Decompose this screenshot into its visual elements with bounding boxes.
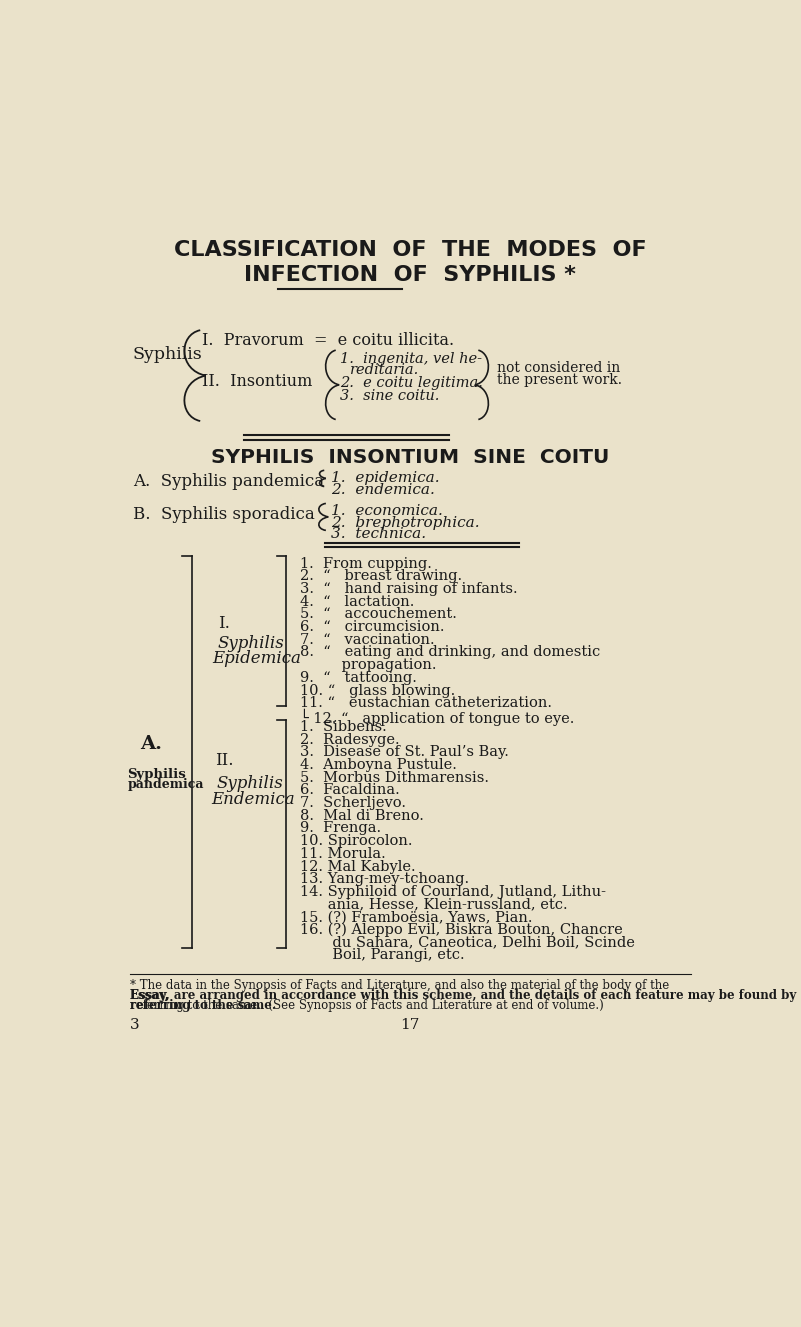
Text: 6.  “   circumcision.: 6. “ circumcision. (300, 620, 445, 634)
Text: 7.  “   vaccination.: 7. “ vaccination. (300, 633, 435, 646)
Text: 14. Syphiloid of Courland, Jutland, Lithu-: 14. Syphiloid of Courland, Jutland, Lith… (300, 885, 606, 898)
Text: 2.  e coitu legitima.: 2. e coitu legitima. (340, 377, 483, 390)
Text: CLASSIFICATION  OF  THE  MODES  OF: CLASSIFICATION OF THE MODES OF (174, 240, 646, 260)
Text: Essay,: Essay, (130, 990, 169, 1002)
Text: Syphilis: Syphilis (218, 636, 284, 652)
Text: 11. “   eustachian catheterization.: 11. “ eustachian catheterization. (300, 697, 552, 710)
Text: Epidemica: Epidemica (212, 650, 301, 666)
Text: 8.  Mal di Breno.: 8. Mal di Breno. (300, 808, 424, 823)
Text: 1.  economica.: 1. economica. (331, 504, 443, 519)
Text: not considered in: not considered in (497, 361, 620, 376)
Text: 11. Morula.: 11. Morula. (300, 847, 386, 861)
Text: pandemica: pandemica (127, 779, 203, 791)
Text: Essay, are arranged in accordance with this scheme, and the details of each feat: Essay, are arranged in accordance with t… (130, 990, 796, 1002)
Text: 3.  Disease of St. Paul’s Bay.: 3. Disease of St. Paul’s Bay. (300, 746, 509, 759)
Text: 1.  ingenita, vel he-: 1. ingenita, vel he- (340, 352, 482, 366)
Text: SYPHILIS  INSONTIUM  SINE  COITU: SYPHILIS INSONTIUM SINE COITU (211, 449, 610, 467)
Text: 8.  “   eating and drinking, and domestic: 8. “ eating and drinking, and domestic (300, 645, 600, 660)
Text: 5.  Morbus Dithmarensis.: 5. Morbus Dithmarensis. (300, 771, 489, 784)
Text: 5.  “   accouchement.: 5. “ accouchement. (300, 608, 457, 621)
Text: propagation.: propagation. (300, 658, 437, 673)
Text: 13. Yang-mey-tchoang.: 13. Yang-mey-tchoang. (300, 872, 469, 886)
Text: A.  Syphilis pandemica: A. Syphilis pandemica (133, 472, 324, 490)
Text: 3.  “   hand raising of infants.: 3. “ hand raising of infants. (300, 583, 517, 596)
Text: 4.  Amboyna Pustule.: 4. Amboyna Pustule. (300, 758, 457, 772)
Text: 15. (?) Framboësia, Yaws, Pian.: 15. (?) Framboësia, Yaws, Pian. (300, 910, 533, 925)
Text: Syphilis: Syphilis (216, 775, 283, 792)
Text: Endemica: Endemica (211, 791, 295, 808)
Text: 2.  endemica.: 2. endemica. (331, 483, 435, 496)
Text: Boil, Parangi, etc.: Boil, Parangi, etc. (300, 949, 465, 962)
Text: du Sahara, Caneotica, Delhi Boil, Scinde: du Sahara, Caneotica, Delhi Boil, Scinde (300, 936, 635, 950)
Text: B.  Syphilis sporadica: B. Syphilis sporadica (133, 506, 315, 523)
Text: A.: A. (140, 735, 163, 754)
Text: 2.  Radesyge.: 2. Radesyge. (300, 733, 400, 747)
Text: I.: I. (218, 616, 230, 632)
Text: I.  Pravorum  =  e coitu illicita.: I. Pravorum = e coitu illicita. (203, 333, 454, 349)
Text: 9.  “   tattooing.: 9. “ tattooing. (300, 671, 417, 685)
Text: 1.  Sibbens.: 1. Sibbens. (300, 719, 387, 734)
Text: reditaria.: reditaria. (351, 364, 420, 377)
Text: 2.  brephotrophica.: 2. brephotrophica. (331, 516, 480, 529)
Text: 10. Spirocolon.: 10. Spirocolon. (300, 835, 413, 848)
Text: 3.  sine coitu.: 3. sine coitu. (340, 389, 440, 402)
Text: 7.  Scherljevo.: 7. Scherljevo. (300, 796, 406, 809)
Text: INFECTION  OF  SYPHILIS *: INFECTION OF SYPHILIS * (244, 264, 576, 285)
Text: 1.  epidemica.: 1. epidemica. (331, 471, 440, 486)
Text: the present work.: the present work. (497, 373, 622, 386)
Text: 3: 3 (130, 1018, 139, 1032)
Text: 6.  Facaldina.: 6. Facaldina. (300, 783, 400, 798)
Text: 10. “   glass blowing.: 10. “ glass blowing. (300, 683, 455, 698)
Text: 12. Mal Kabyle.: 12. Mal Kabyle. (300, 860, 416, 873)
Text: 3.  technica.: 3. technica. (331, 527, 426, 541)
Text: Syphilis: Syphilis (127, 767, 186, 780)
Text: * The data in the Synopsis of Facts and Literature, and also the material of the: * The data in the Synopsis of Facts and … (130, 979, 669, 993)
Text: 2.  “   breast drawing.: 2. “ breast drawing. (300, 569, 462, 584)
Text: └ 12. “   application of tongue to eye.: └ 12. “ application of tongue to eye. (300, 709, 574, 726)
Text: referring to the same.  (See Synopsis of Facts and Literature at end of volume.): referring to the same. (See Synopsis of … (130, 999, 603, 1013)
Text: referring to the same.: referring to the same. (130, 999, 276, 1013)
Text: 9.  Frenga.: 9. Frenga. (300, 821, 381, 836)
Text: 1.  From cupping.: 1. From cupping. (300, 556, 432, 571)
Text: Syphilis: Syphilis (133, 345, 203, 362)
Text: ania, Hesse, Klein-russland, etc.: ania, Hesse, Klein-russland, etc. (300, 897, 568, 912)
Text: II.: II. (215, 752, 233, 770)
Text: 17: 17 (400, 1018, 420, 1032)
Text: 4.  “   lactation.: 4. “ lactation. (300, 594, 414, 609)
Text: 16. (?) Aleppo Evil, Biskra Bouton, Chancre: 16. (?) Aleppo Evil, Biskra Bouton, Chan… (300, 924, 623, 937)
Text: II.  Insontium: II. Insontium (203, 373, 313, 390)
